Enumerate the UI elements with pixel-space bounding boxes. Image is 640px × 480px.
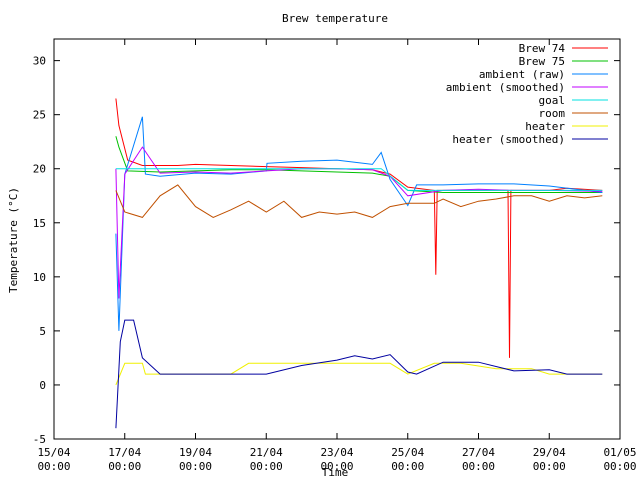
y-tick-label: 5 [39,325,46,338]
x-tick-label-date: 01/05 [603,446,636,459]
chart-title: Brew temperature [282,12,388,25]
x-axis-label: Time [322,466,349,479]
x-tick-label-time: 00:00 [108,460,141,473]
legend-label: room [539,107,566,120]
series-layer [115,98,603,429]
legend-label: Brew 75 [519,55,565,68]
series-line-room [115,184,603,218]
x-tick-label-date: 19/04 [179,446,212,459]
x-tick-label-date: 29/04 [533,446,566,459]
x-tick-label-time: 00:00 [533,460,566,473]
y-tick-label: 0 [39,379,46,392]
series-line-heater [115,362,603,386]
series-line-ambient-smoothed [115,146,603,299]
x-tick-label-time: 00:00 [603,460,636,473]
series-line-heater-smoothed [115,319,603,429]
x-tick-label-time: 00:00 [37,460,70,473]
x-tick-label-time: 00:00 [391,460,424,473]
legend-label: heater [525,120,565,133]
x-tick-label-time: 00:00 [320,460,353,473]
y-tick-label: 15 [33,217,46,230]
legend-label: Brew 74 [519,42,566,55]
y-axis-label: Temperature (°C) [7,187,20,293]
x-tick-label-date: 25/04 [391,446,424,459]
legend-label: heater (smoothed) [452,133,565,146]
series-line-ambient-raw [115,116,603,331]
y-tick-label: 20 [33,163,46,176]
legend-label: ambient (raw) [479,68,565,81]
x-tick-label-time: 00:00 [250,460,283,473]
x-axis-ticks: 15/0400:0017/0400:0019/0400:0021/0400:00… [37,39,637,473]
legend-label: ambient (smoothed) [446,81,565,94]
x-tick-label-date: 27/04 [462,446,495,459]
x-tick-label-date: 15/04 [37,446,70,459]
plot-border [53,38,621,440]
x-tick-label-time: 00:00 [179,460,212,473]
y-axis-ticks: -5 0 5 10 15 20 25 30 [33,55,620,446]
x-tick-label-date: 21/04 [250,446,283,459]
series-line-brew-74 [115,98,603,358]
y-tick-label: 25 [33,109,46,122]
x-tick-label-time: 00:00 [462,460,495,473]
series-line-brew-75 [115,136,603,193]
legend-label: goal [539,94,566,107]
series-line-goal [115,168,603,191]
y-tick-label: 10 [33,271,46,284]
y-tick-label: -5 [33,433,46,446]
y-tick-label: 30 [33,55,46,68]
x-tick-label-date: 17/04 [108,446,141,459]
x-tick-label-date: 23/04 [320,446,353,459]
